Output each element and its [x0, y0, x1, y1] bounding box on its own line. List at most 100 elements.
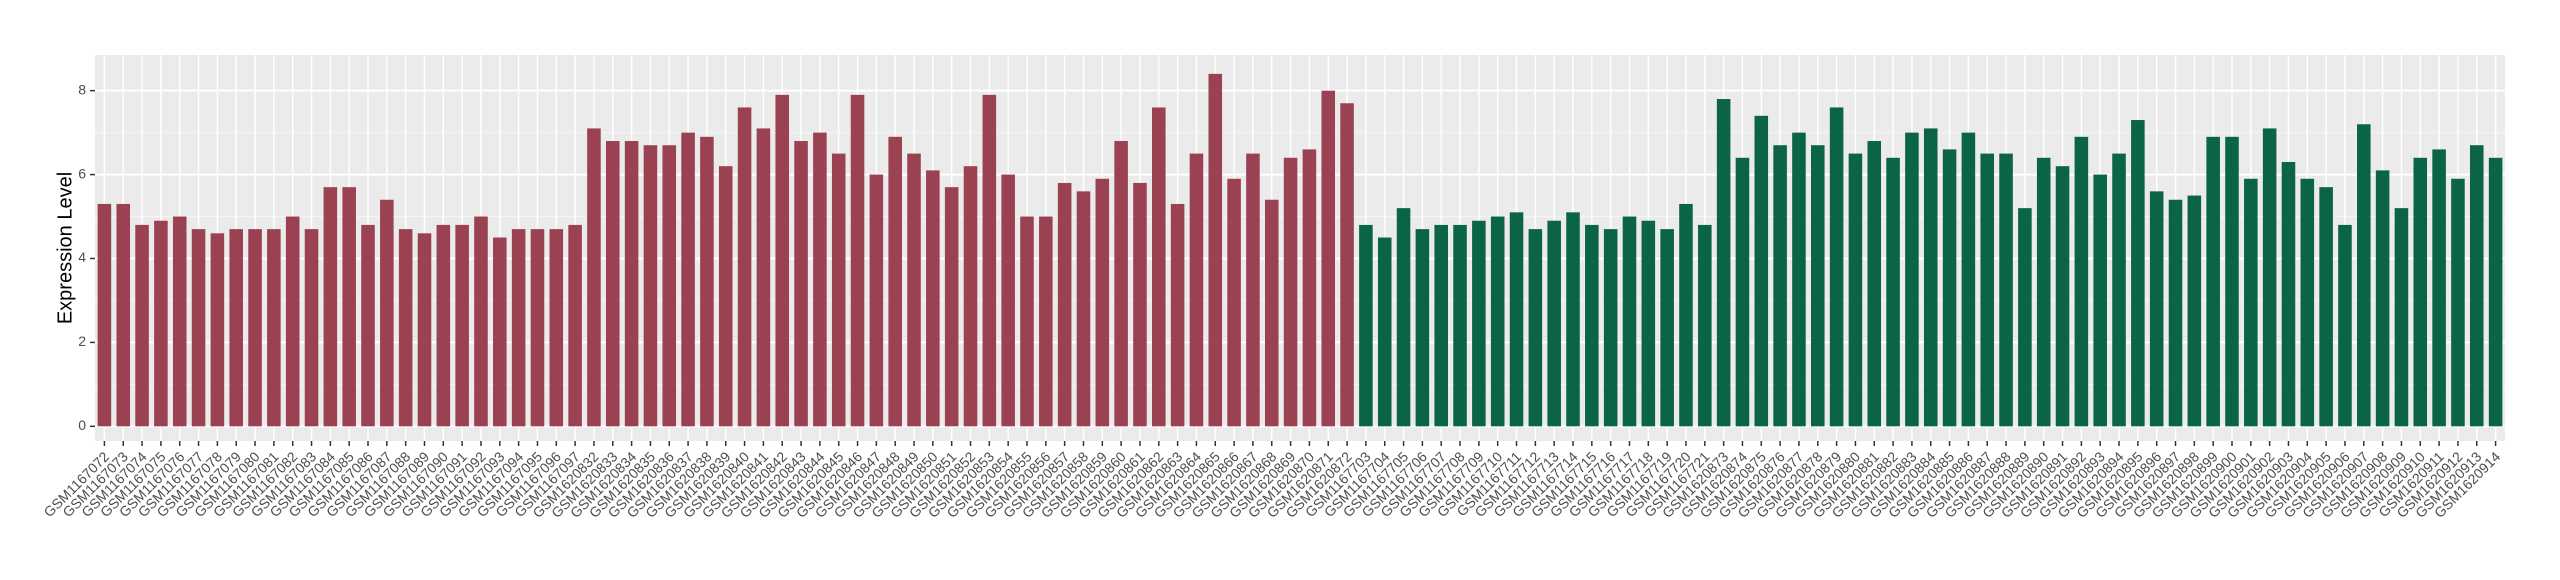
bar [1848, 153, 1863, 427]
bar [1566, 212, 1580, 427]
bar [681, 132, 695, 427]
bar [1377, 237, 1392, 427]
bar [1867, 141, 1882, 427]
bar [191, 229, 206, 427]
bar [398, 229, 413, 427]
bar [2168, 199, 2183, 427]
bar [1792, 132, 1806, 427]
y-tick-label: 8 [78, 81, 86, 97]
bar [850, 94, 865, 427]
bar [2036, 157, 2051, 427]
bar [2244, 178, 2258, 427]
bar [1547, 220, 1561, 427]
bar [1208, 73, 1223, 427]
bar [455, 224, 469, 427]
bar [737, 107, 752, 427]
bar [1490, 216, 1505, 427]
bar [248, 229, 262, 427]
bar [229, 229, 243, 427]
bar [718, 166, 733, 427]
bar [436, 224, 451, 427]
bar [304, 229, 319, 427]
bar [794, 141, 808, 427]
bar [2055, 166, 2070, 427]
bar [154, 220, 168, 427]
bar [417, 233, 432, 427]
bar [2338, 224, 2352, 427]
bar [1133, 182, 1147, 427]
bar [2149, 191, 2164, 427]
bar [888, 136, 902, 427]
y-axis-title: Expression Level [54, 172, 76, 324]
bar [1585, 224, 1599, 427]
bar [568, 224, 582, 427]
bar [1698, 224, 1712, 427]
bar [700, 136, 714, 427]
bar [1961, 132, 1976, 427]
y-tick-label: 2 [78, 333, 86, 349]
bar [869, 174, 884, 427]
bar [1999, 153, 2013, 427]
bar [2018, 208, 2032, 427]
bar [1302, 149, 1317, 427]
bar [511, 229, 526, 427]
bar [2262, 128, 2277, 427]
bar [2206, 136, 2220, 427]
bar [2225, 136, 2239, 427]
bar [1434, 224, 1448, 427]
bar [1227, 178, 1241, 427]
bar [323, 187, 338, 427]
bar [1039, 216, 1053, 427]
bar [1923, 128, 1938, 427]
bar [944, 187, 959, 427]
bar [1020, 216, 1034, 427]
bar [380, 199, 394, 427]
bar [1810, 145, 1825, 427]
bar [1528, 229, 1543, 427]
bar [2093, 174, 2107, 427]
bar [2074, 136, 2089, 427]
bar [1359, 224, 1373, 427]
bar [982, 94, 997, 427]
bar [587, 128, 601, 427]
bar [1396, 208, 1411, 427]
bar [1001, 174, 1015, 427]
bar [1152, 107, 1166, 427]
bar [1076, 191, 1091, 427]
bar [267, 229, 281, 427]
bar [1472, 220, 1486, 427]
bar [1980, 153, 1995, 427]
bar [1114, 141, 1128, 427]
bar [1660, 229, 1674, 427]
bar [2112, 153, 2126, 427]
bar [2187, 195, 2202, 427]
bar [135, 224, 149, 427]
bar [2432, 149, 2446, 427]
bar [926, 170, 940, 427]
bar [1453, 224, 1467, 427]
bar [813, 132, 827, 427]
bar [97, 203, 112, 427]
bar [1509, 212, 1524, 427]
bar [1679, 203, 1693, 427]
bar [1942, 149, 1957, 427]
y-tick-label: 4 [78, 249, 86, 265]
bar [1189, 153, 1204, 427]
bar [2488, 157, 2503, 427]
bar [1622, 216, 1637, 427]
bar [1246, 153, 1260, 427]
bar [285, 216, 300, 427]
bar [605, 141, 620, 427]
bar [1905, 132, 1919, 427]
bar [1829, 107, 1844, 427]
bar [963, 166, 978, 427]
bar [831, 153, 846, 427]
bar [1283, 157, 1298, 427]
bar [342, 187, 356, 427]
bar [530, 229, 545, 427]
bar [361, 224, 375, 427]
bar [493, 237, 507, 427]
bar [2394, 208, 2409, 427]
bar [2131, 120, 2145, 427]
